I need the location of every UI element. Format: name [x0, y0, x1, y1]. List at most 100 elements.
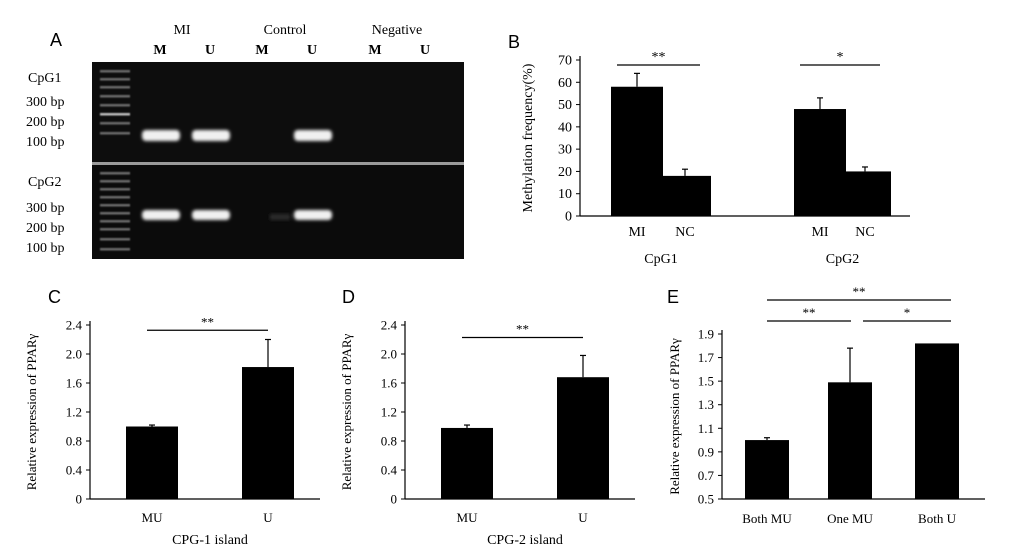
gel-band	[294, 130, 332, 141]
panel-label-c: C	[48, 287, 61, 307]
gel-band	[294, 210, 332, 220]
y-tick-label: 0.9	[698, 444, 714, 459]
chart-b-methylation-frequency: 0 10 20 30 40 50 60 70 Methylation frequency(%) M…	[521, 50, 910, 267]
y-tick-label: 2.0	[381, 347, 397, 362]
y-tick-label: 1.1	[698, 421, 714, 436]
y-tick-label: 10	[558, 187, 572, 202]
gel-lane-label: U	[420, 43, 430, 58]
y-tick-label: 0.5	[698, 492, 714, 507]
gel-ladder-band	[100, 188, 130, 191]
bar	[557, 377, 609, 499]
panel-label-d: D	[342, 287, 355, 307]
bar	[794, 109, 846, 216]
group-label: CpG2	[826, 252, 859, 267]
y-tick-label: 1.2	[381, 405, 397, 420]
y-tick-label: 0.8	[381, 434, 397, 449]
gel-ladder-band	[100, 220, 130, 223]
significance-marker: *	[837, 50, 844, 65]
x-tick-label: MI	[628, 225, 645, 240]
y-tick-label: 1.2	[66, 405, 82, 420]
gel-ladder-band	[100, 104, 130, 107]
gel-lane-label: M	[368, 43, 381, 58]
panel-label-e: E	[667, 287, 680, 307]
gel-lane-label: M	[153, 43, 166, 58]
gel-ladder-band	[100, 172, 130, 175]
bar	[828, 382, 872, 499]
y-tick-label: 0.4	[381, 463, 398, 478]
y-tick-label: 0.7	[698, 468, 715, 483]
y-tick-label: 1.5	[698, 374, 714, 389]
bar	[126, 426, 178, 499]
y-axis-title: Relative expression of PPARγ	[24, 333, 39, 490]
gel-marker-label: 200 bp	[26, 115, 65, 130]
significance-marker: **	[853, 284, 866, 299]
gel-marker-label: 300 bp	[26, 95, 65, 110]
y-tick-label: 0.4	[66, 463, 83, 478]
gel-group-control: Control	[264, 23, 307, 38]
gel-lane-label: U	[205, 43, 215, 58]
y-tick-label: 0	[565, 210, 572, 225]
gel-ladder-band	[100, 228, 130, 231]
gel-band	[142, 130, 180, 141]
gel-ladder-band	[100, 78, 130, 81]
gel-ladder-band	[100, 204, 130, 207]
gel-ladder-band	[100, 122, 130, 125]
x-tick-label: U	[578, 510, 588, 525]
gel-row-label: CpG2	[28, 175, 61, 190]
gel-ladder-band	[100, 180, 130, 183]
gel-marker-label: 100 bp	[26, 135, 65, 150]
chart-c-expression-cpg1: 0 0.4 0.8 1.2 1.6 2.0 2.4 Relative expression o…	[24, 314, 320, 548]
bar	[611, 86, 663, 216]
y-tick-label: 2.0	[66, 347, 82, 362]
x-tick-label: MI	[811, 225, 828, 240]
y-tick-label: 0.8	[66, 434, 82, 449]
y-tick-label: 60	[558, 76, 572, 91]
chart-e-expression-combined: 0.5 0.7 0.9 1.1 1.3 1.5 1.7 1.9 Relative express…	[667, 284, 985, 526]
gel-marker-label: 100 bp	[26, 241, 65, 256]
y-tick-label: 1.6	[66, 376, 83, 391]
significance-marker: **	[201, 314, 214, 329]
significance-marker: **	[516, 322, 529, 337]
gel-ladder-band	[100, 212, 130, 215]
y-tick-label: 40	[558, 120, 572, 135]
y-tick-label: 1.9	[698, 327, 714, 342]
y-tick-label: 1.7	[698, 350, 715, 365]
y-tick-label: 30	[558, 143, 572, 158]
bar	[659, 175, 711, 216]
gel-lane-label: M	[255, 43, 268, 58]
group-label: CpG1	[644, 252, 677, 267]
x-tick-label: One MU	[827, 511, 873, 526]
gel-band	[142, 210, 180, 220]
y-axis-title: Relative expression of PPARγ	[339, 333, 354, 490]
bar	[839, 171, 891, 216]
x-axis-title: CPG-1 island	[172, 533, 248, 548]
gel-band	[192, 130, 230, 141]
x-tick-label: Both U	[918, 511, 957, 526]
gel-group-mi: MI	[173, 23, 190, 38]
x-tick-label: U	[263, 510, 273, 525]
gel-faint-band	[270, 214, 290, 220]
bar	[745, 440, 789, 499]
y-tick-label: 70	[558, 54, 572, 69]
gel-lane-label: U	[307, 43, 317, 58]
gel-ladder-band	[100, 113, 130, 116]
y-tick-label: 2.4	[381, 318, 398, 333]
y-tick-label: 2.4	[66, 318, 83, 333]
bar	[915, 343, 959, 499]
gel-ladder-band	[100, 196, 130, 199]
x-tick-label: NC	[675, 225, 694, 240]
y-axis-title: Relative expression of PPARγ	[667, 338, 682, 495]
panel-label-a: A	[50, 30, 63, 50]
x-tick-label: Both MU	[742, 511, 792, 526]
gel-marker-label: 200 bp	[26, 221, 65, 236]
y-axis-title: Methylation frequency(%)	[521, 63, 536, 212]
gel-marker-label: 300 bp	[26, 201, 65, 216]
y-tick-label: 1.3	[698, 397, 714, 412]
gel-ladder-band	[100, 248, 130, 251]
chart-d-expression-cpg2: 0 0.4 0.8 1.2 1.6 2.0 2.4 Relative expression o…	[339, 318, 635, 548]
significance-marker: **	[803, 305, 816, 320]
bar	[441, 427, 493, 499]
y-tick-label: 50	[558, 98, 572, 113]
x-axis-title: CPG-2 island	[487, 533, 563, 548]
gel-ladder-band	[100, 70, 130, 73]
